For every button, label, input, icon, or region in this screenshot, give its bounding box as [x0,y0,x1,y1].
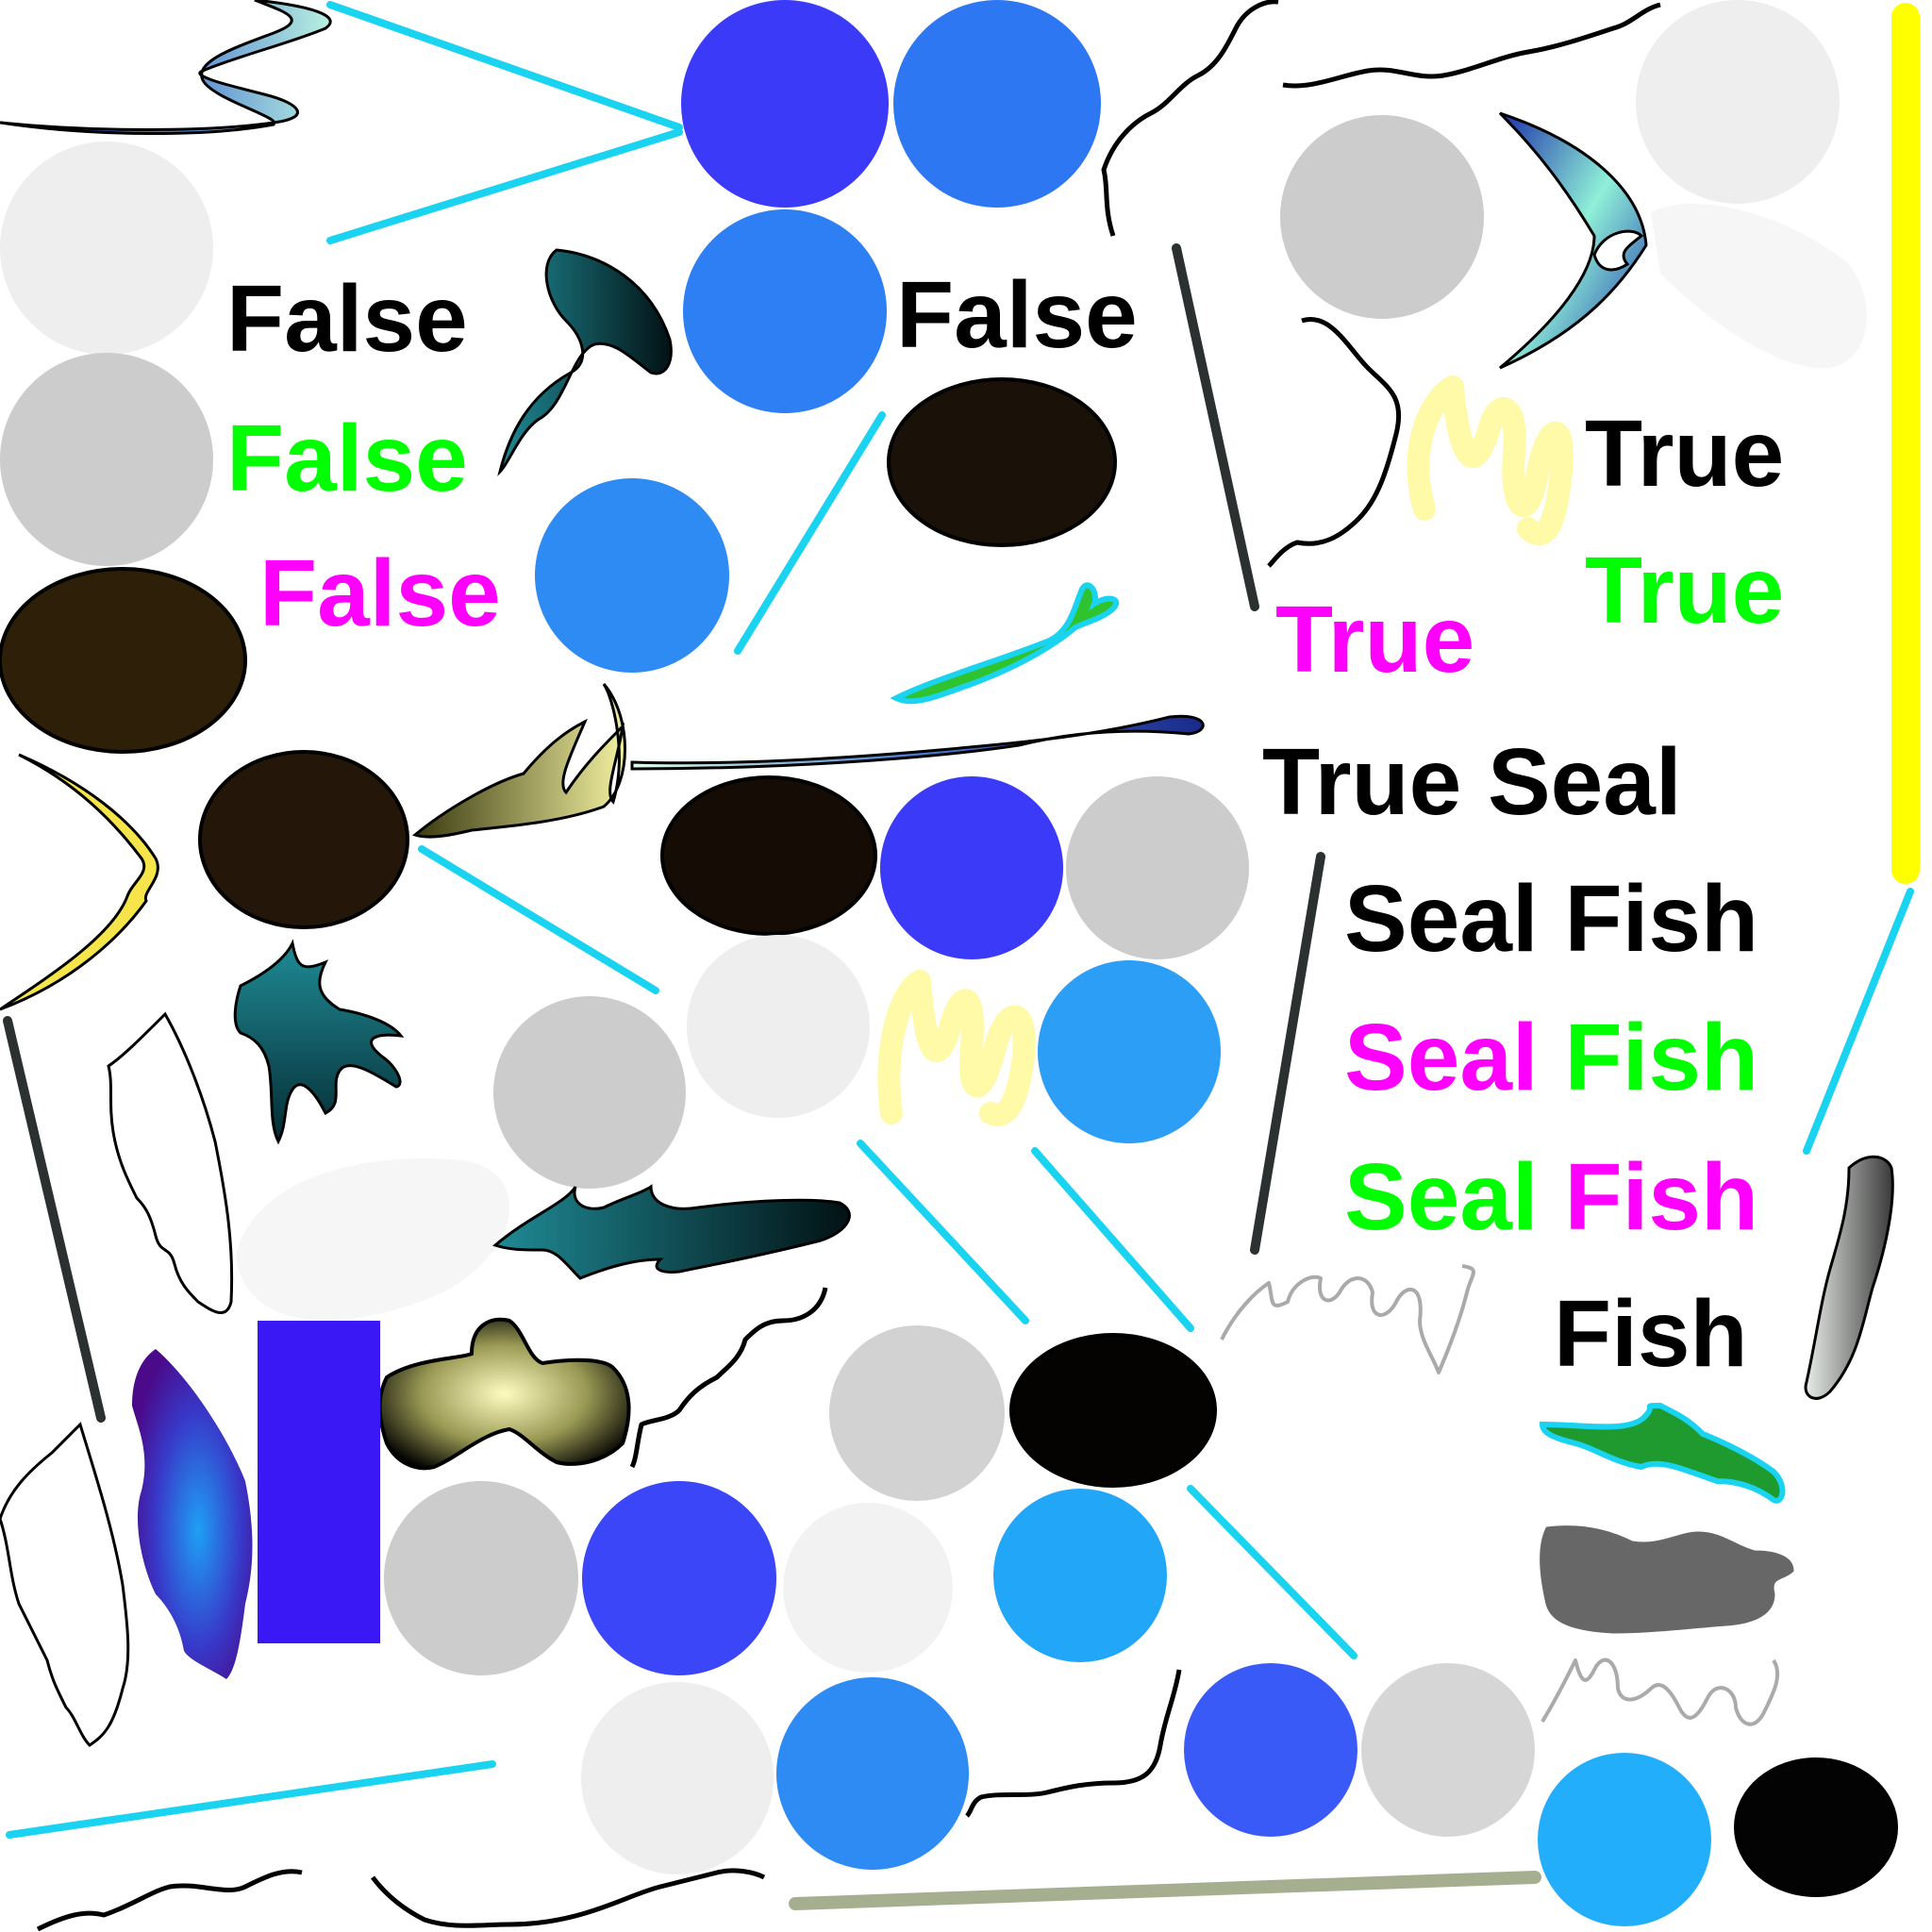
circle-light [783,1503,953,1673]
wavy-line [629,1287,828,1469]
label-false: False [226,406,468,511]
creature-shapes [0,0,1894,1679]
blob-brown [0,567,247,754]
wavy-line [36,1869,303,1932]
blue-rectangle [258,1321,380,1643]
label-seal-fish: Seal Fish [1344,866,1758,972]
eel-icon [0,0,332,135]
coast-outline [0,1422,130,1747]
cyan-line [326,1,683,131]
label-true: True [1275,587,1474,692]
wavy-line [1267,316,1402,568]
cyan-line [734,411,886,655]
squid-icon [497,248,673,476]
label-fish: Fish [1565,1144,1759,1250]
circle-blue-dark [681,0,889,208]
gray-scribbles [1220,1264,1780,1726]
cyan-line [1031,1147,1194,1332]
circle-light [687,935,870,1118]
cyan-line [857,1140,1029,1324]
fish-icon-eye [1592,229,1644,272]
circle-gray [1066,776,1249,959]
circle-gray [1280,115,1484,319]
dark-line [3,1016,106,1423]
wavy-line [1282,2,1661,89]
olive-bar [789,1871,1541,1910]
circle-blue-mid [683,209,887,413]
label-seal-fish-mixed: Seal Fish [1344,1144,1758,1250]
wavy-strokes [36,0,1661,1932]
circle-blue-mid [776,1677,969,1870]
sponge-icon [377,1317,631,1471]
circle-blue-mid [535,478,729,673]
circle-gray [829,1325,1005,1501]
faint-blob [236,1158,510,1321]
wavy-line [1101,0,1279,237]
urchin-icon [1540,1525,1794,1634]
circle-blue-mid [893,0,1101,208]
blob-brown [198,750,409,929]
starfish-icon [233,939,405,1145]
gray-leaf-icon [1804,1155,1894,1400]
crab-icon [132,1349,253,1679]
streak-icon [630,714,1205,771]
faint-blob [1651,204,1867,369]
reef-icon [890,582,1120,705]
circle-light [581,1682,774,1874]
reef-icon [1539,1402,1786,1504]
blob-black [887,377,1117,547]
pastel-scribble [1407,375,1574,546]
cyan-line [1187,1485,1357,1659]
circle-blue-dark [880,776,1063,959]
fish-icon [1498,111,1648,370]
gray-scribble [1541,1657,1780,1726]
label-fish: Fish [1565,1005,1759,1110]
circle-blue-light [1538,1753,1711,1926]
shark-icon [492,1184,851,1280]
label-seal: Seal [1344,1144,1539,1250]
wavy-line [965,1669,1182,1818]
circle-blue-dark [582,1481,776,1675]
pastel-scribble [877,970,1036,1126]
label-true: True [1585,401,1784,507]
stroke-lines [3,1,1920,1910]
coast-outline [107,1011,234,1314]
cyan-line [418,845,659,994]
label-fish: Fish [1554,1281,1748,1387]
label-seal: Seal [1344,1005,1539,1110]
blob-black [1009,1333,1217,1488]
circles [0,0,1898,1926]
wavy-line [371,1868,766,1928]
label-false: False [896,262,1138,368]
circle-gray [493,996,686,1189]
pastel-scribbles [877,375,1574,1126]
cyan-line [326,128,683,244]
circle-gray [0,353,213,566]
circle-gray [1361,1663,1535,1837]
circle-gray [384,1481,578,1675]
label-false: False [259,541,501,646]
label-true: True [1585,538,1784,643]
circle-blue-light [1038,960,1221,1143]
label-false: False [226,266,468,372]
circle-blue-dark [1184,1663,1357,1837]
leaf-icon [411,683,626,839]
cyan-line [6,1760,496,1839]
faint-shapes [236,204,1867,1321]
cyan-line [1803,888,1914,1155]
label-true-seal: True Seal [1262,729,1682,835]
dark-line [1172,243,1259,611]
circle-blue-light [993,1489,1167,1662]
dark-line [1250,852,1325,1255]
blob-black [660,775,877,936]
blob-black [1734,1757,1898,1897]
text-labels: False False False False True True True T… [226,262,1784,1387]
outline-shapes [0,1011,234,1747]
seal-icon [0,753,159,1011]
label-seal-fish-mixed: Seal Fish [1344,1005,1758,1110]
gray-scribble [1220,1264,1475,1374]
circle-light [0,142,213,355]
circle-light [1636,0,1840,204]
